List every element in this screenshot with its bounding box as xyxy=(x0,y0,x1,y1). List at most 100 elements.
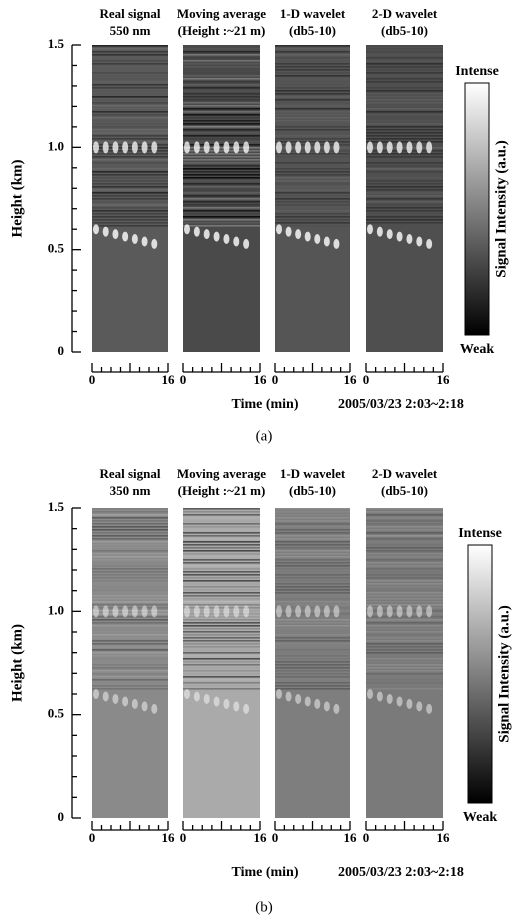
y-tick-label: 0 xyxy=(58,809,65,824)
noise-streak xyxy=(183,192,260,194)
noise-streak xyxy=(183,129,260,131)
noise-streak xyxy=(183,604,260,606)
layer-echo xyxy=(223,141,230,154)
noise-streak xyxy=(183,93,260,95)
noise-streak xyxy=(366,162,443,164)
layer-echo xyxy=(304,605,311,618)
noise-streak xyxy=(92,156,168,158)
noise-streak xyxy=(183,640,260,642)
noise-streak xyxy=(275,153,350,155)
noise-streak xyxy=(275,541,350,543)
layer-echo xyxy=(141,236,148,247)
noise-streak xyxy=(183,652,260,654)
noise-streak xyxy=(275,45,350,47)
noise-streak xyxy=(92,204,168,206)
noise-streak xyxy=(366,198,443,200)
layer-echo xyxy=(151,703,158,714)
noise-streak xyxy=(366,111,443,113)
noise-streak xyxy=(92,544,168,546)
noise-streak xyxy=(183,661,260,663)
layer-echo xyxy=(426,605,433,618)
noise-streak xyxy=(275,129,350,131)
noise-streak xyxy=(366,213,443,215)
layer-echo xyxy=(304,696,311,707)
noise-streak xyxy=(366,93,443,95)
noise-streak xyxy=(366,186,443,188)
colorbar-top: Intense xyxy=(458,526,502,541)
noise-streak xyxy=(183,682,260,684)
noise-streak xyxy=(92,631,168,633)
noise-streak xyxy=(275,598,350,600)
noise-streak xyxy=(92,150,168,152)
noise-streak xyxy=(92,96,168,98)
y-tick-label: 0.5 xyxy=(48,706,65,721)
noise-streak xyxy=(366,138,443,140)
noise-streak xyxy=(92,138,168,140)
noise-streak xyxy=(92,153,168,155)
noise-streak xyxy=(275,538,350,540)
noise-streak xyxy=(366,129,443,131)
subplot-title: (db5-10) xyxy=(289,483,336,498)
noise-streak xyxy=(183,526,260,528)
layer-echo xyxy=(333,141,340,154)
layer-echo xyxy=(276,689,282,699)
subplot-title: Moving average xyxy=(177,6,266,21)
x-tick-label: 16 xyxy=(162,372,176,387)
layer-echo xyxy=(285,691,292,702)
layer-echo xyxy=(243,141,250,154)
layer-echo xyxy=(416,236,423,247)
x-tick-label: 0 xyxy=(180,830,187,845)
noise-streak xyxy=(275,568,350,570)
noise-streak xyxy=(92,601,168,603)
noise-streak xyxy=(183,634,260,636)
noise-streak xyxy=(183,568,260,570)
noise-streak xyxy=(92,643,168,645)
noise-streak xyxy=(366,517,443,519)
layer-echo xyxy=(184,224,190,235)
noise-streak xyxy=(183,619,260,621)
noise-streak xyxy=(92,102,168,104)
noise-streak xyxy=(275,637,350,639)
noise-streak xyxy=(183,508,260,510)
noise-streak xyxy=(92,144,168,146)
noise-streak xyxy=(366,204,443,206)
noise-streak xyxy=(366,631,443,633)
noise-streak xyxy=(92,117,168,119)
noise-streak xyxy=(183,601,260,603)
noise-streak xyxy=(92,168,168,170)
noise-streak xyxy=(366,538,443,540)
subplot-title: (db5-10) xyxy=(381,483,428,498)
noise-streak xyxy=(366,586,443,588)
layer-echo xyxy=(233,701,240,712)
noise-streak xyxy=(92,114,168,116)
noise-streak xyxy=(183,631,260,633)
noise-streak xyxy=(183,96,260,98)
layer-echo xyxy=(223,234,230,245)
noise-streak xyxy=(366,655,443,657)
noise-streak xyxy=(183,643,260,645)
noise-streak xyxy=(366,174,443,176)
colorbar-label: Signal Intensity (a.u.) xyxy=(496,605,512,743)
layer-echo xyxy=(323,701,330,712)
noise-streak xyxy=(92,526,168,528)
noise-streak xyxy=(275,180,350,182)
noise-streak xyxy=(366,120,443,122)
noise-streak xyxy=(366,222,443,224)
noise-streak xyxy=(275,661,350,663)
noise-streak xyxy=(366,180,443,182)
noise-streak xyxy=(92,183,168,185)
noise-streak xyxy=(275,96,350,98)
layer-echo xyxy=(131,141,138,154)
noise-streak xyxy=(275,87,350,89)
noise-streak xyxy=(366,646,443,648)
noise-streak xyxy=(92,75,168,77)
noise-streak xyxy=(366,616,443,618)
noise-streak xyxy=(92,616,168,618)
colorbar-bottom: Weak xyxy=(463,810,497,825)
layer-echo xyxy=(141,141,148,154)
layer-echo xyxy=(203,693,210,704)
layer-echo xyxy=(122,605,129,618)
noise-streak xyxy=(183,204,260,206)
noise-streak xyxy=(92,90,168,92)
noise-streak xyxy=(366,658,443,660)
